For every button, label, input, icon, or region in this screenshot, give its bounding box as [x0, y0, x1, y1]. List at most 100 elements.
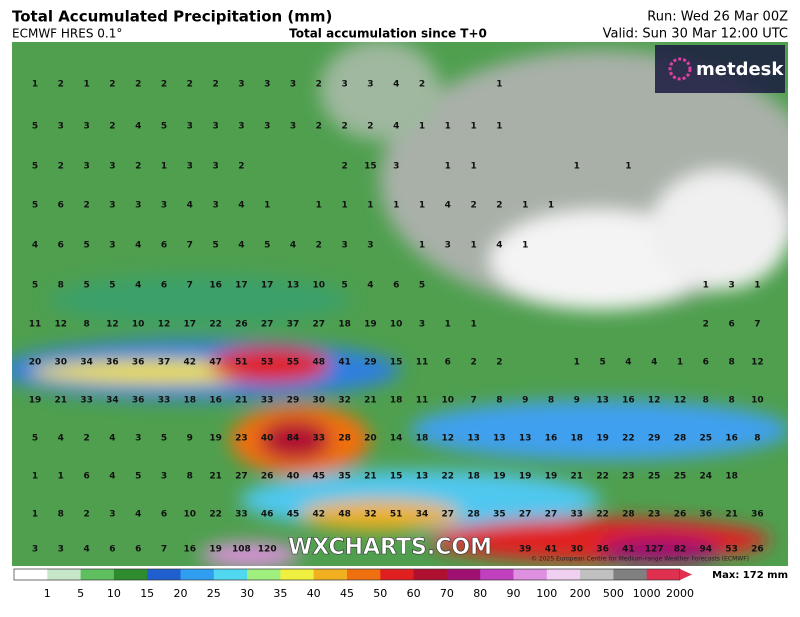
map-value: 37: [158, 358, 171, 368]
map-value: 53: [725, 545, 738, 555]
map-value: 4: [135, 122, 141, 132]
map-value: 13: [287, 281, 300, 291]
map-value: 45: [287, 510, 300, 520]
colorbar-label: 80: [473, 587, 487, 600]
map-value: 1: [754, 281, 760, 291]
map-value: 3: [367, 241, 373, 251]
map-value: 40: [261, 434, 274, 444]
map-value: 26: [235, 320, 248, 330]
map-value: 1: [419, 201, 425, 211]
copyright: © 2025 European Centre for Medium-range …: [531, 556, 749, 563]
map-value: 47: [209, 358, 222, 368]
map-value: 127: [645, 545, 664, 555]
map-value: 4: [651, 358, 657, 368]
map-value: 19: [493, 472, 506, 482]
map-value: 3: [58, 545, 64, 555]
map-value: 22: [209, 510, 222, 520]
colorbar-swatch: [646, 569, 681, 580]
colorbar-swatch: [80, 569, 115, 580]
map-value: 42: [184, 358, 197, 368]
map-value: 1: [522, 241, 528, 251]
map-value: 15: [364, 162, 377, 172]
map-value: 4: [135, 281, 141, 291]
map-value: 2: [83, 434, 89, 444]
map-value: 2: [109, 80, 115, 90]
map-value: 17: [184, 320, 197, 330]
map-value: 34: [80, 358, 93, 368]
map-value: 6: [83, 472, 89, 482]
map-value: 19: [596, 434, 609, 444]
map-value: 6: [445, 358, 451, 368]
map-value: 4: [187, 201, 193, 211]
map-value: 94: [700, 545, 713, 555]
map-value: 25: [674, 472, 687, 482]
colorbar-arrow: [680, 569, 692, 580]
map-value: 1: [574, 162, 580, 172]
map-value: 2: [419, 80, 425, 90]
map-value: 6: [161, 281, 167, 291]
map-value: 20: [29, 358, 42, 368]
map-value: 22: [596, 510, 609, 520]
map-value: 19: [519, 472, 532, 482]
map-value: 32: [338, 396, 351, 406]
map-value: 51: [235, 358, 248, 368]
map-value: 28: [338, 434, 351, 444]
map-value: 3: [83, 162, 89, 172]
map-value: 21: [55, 396, 68, 406]
map-value: 8: [703, 396, 709, 406]
map-value: 35: [338, 472, 351, 482]
map-value: 41: [545, 545, 558, 555]
map-value: 6: [703, 358, 709, 368]
map-value: 1: [470, 122, 476, 132]
colorbar-swatch: [480, 569, 514, 580]
colorbar-swatch: [413, 569, 448, 580]
map-value: 2: [316, 241, 322, 251]
map-value: 10: [132, 320, 145, 330]
map-value: 8: [754, 434, 760, 444]
map-value: 6: [161, 241, 167, 251]
model: ECMWF HRES 0.1°: [12, 27, 122, 41]
map-value: 28: [622, 510, 635, 520]
map-value: 3: [290, 122, 296, 132]
colorbar-swatch: [446, 569, 481, 580]
map-value: 10: [442, 396, 455, 406]
map-value: 33: [235, 510, 248, 520]
map-value: 5: [83, 241, 89, 251]
map-value: 1: [161, 162, 167, 172]
run: Run: Wed 26 Mar 00Z: [647, 10, 788, 25]
map-value: 14: [390, 434, 403, 444]
map-value: 5: [419, 281, 425, 291]
map-value: 34: [416, 510, 429, 520]
map-value: 2: [58, 80, 64, 90]
map-value: 33: [571, 510, 584, 520]
map-value: 2: [83, 201, 89, 211]
map-value: 20: [364, 434, 377, 444]
map-value: 2: [135, 162, 141, 172]
map-value: 1: [677, 358, 683, 368]
map-value: 21: [364, 472, 377, 482]
map-value: 1: [470, 162, 476, 172]
map-value: 3: [109, 162, 115, 172]
map-value: 3: [135, 201, 141, 211]
map-value: 25: [648, 472, 661, 482]
map-value: 53: [261, 358, 274, 368]
map-value: 15: [390, 358, 403, 368]
map-value: 29: [287, 396, 300, 406]
map-value: 3: [212, 162, 218, 172]
map-value: 3: [109, 201, 115, 211]
map-value: 4: [367, 281, 373, 291]
colorbar-swatch: [247, 569, 281, 580]
map-value: 1: [316, 201, 322, 211]
map-value: 16: [545, 434, 558, 444]
map-value: 3: [728, 281, 734, 291]
colorbar-label: 500: [603, 587, 624, 600]
map-value: 1: [496, 122, 502, 132]
colorbar-label: 30: [240, 587, 254, 600]
map-value: 27: [545, 510, 558, 520]
map-value: 27: [235, 472, 248, 482]
logo: metdesk: [696, 59, 784, 80]
map-value: 36: [596, 545, 609, 555]
map-value: 1: [496, 80, 502, 90]
map-value: 2: [703, 320, 709, 330]
map-value: 1: [522, 201, 528, 211]
